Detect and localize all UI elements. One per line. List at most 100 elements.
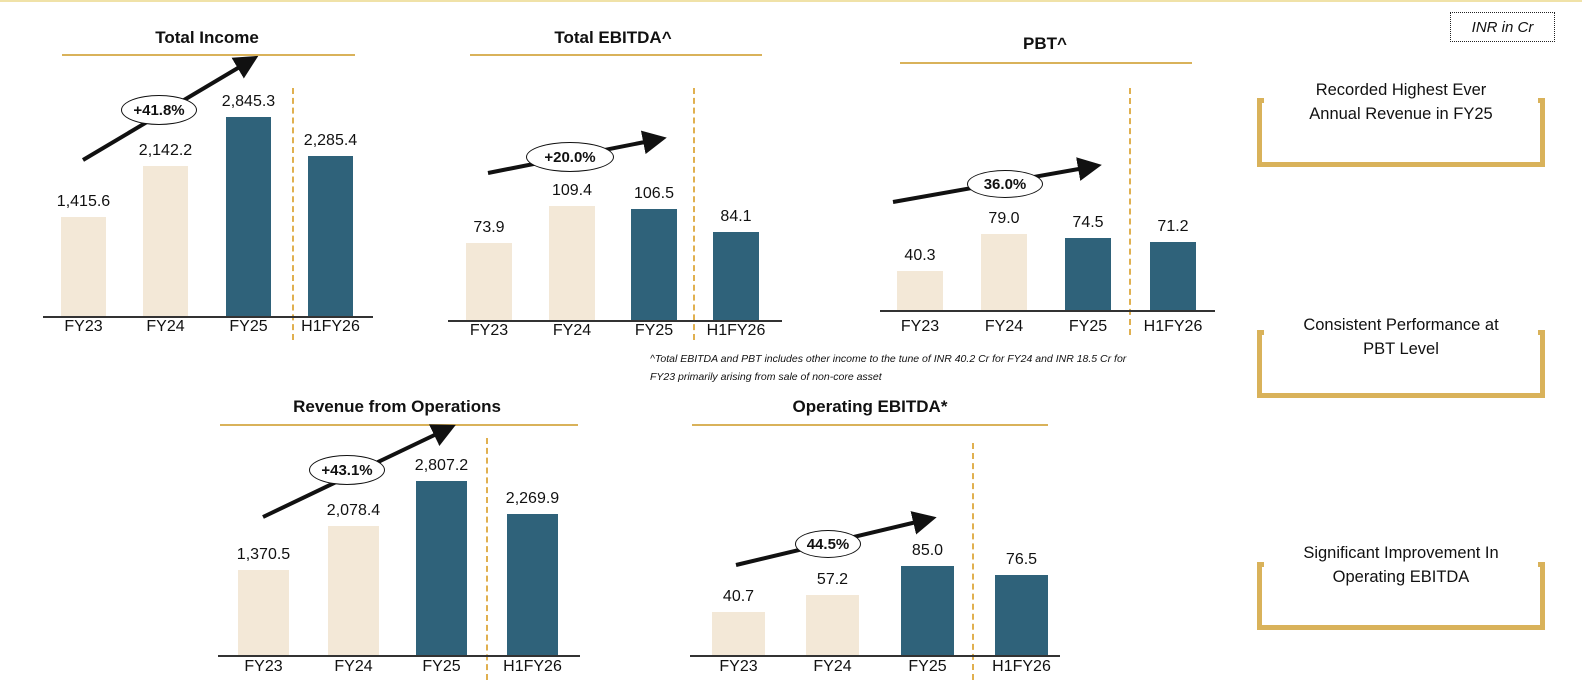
bar [995, 574, 1048, 655]
footnote: ^Total EBITDA and PBT includes other inc… [650, 350, 1230, 386]
callout-text: Annual Revenue in FY25 [1309, 105, 1493, 123]
growth-badge: 36.0% [967, 170, 1043, 198]
title-underline [62, 54, 355, 56]
category-label: FY24 [813, 658, 852, 675]
data-label: 85.0 [911, 542, 944, 559]
category-label: FY25 [422, 658, 461, 675]
bar [226, 116, 271, 316]
category-label: H1FY26 [1143, 318, 1203, 335]
category-label: FY24 [334, 658, 373, 675]
data-label: 1,415.6 [56, 192, 111, 210]
category-label: FY25 [908, 658, 947, 675]
category-label: FY24 [146, 318, 185, 335]
category-label: FY25 [634, 322, 674, 339]
bar [806, 595, 859, 655]
category-label: FY25 [229, 318, 268, 335]
x-axis [448, 320, 782, 322]
footnote-line: FY23 primarily arising from sale of non-… [650, 371, 882, 383]
data-label: 109.4 [551, 182, 593, 199]
data-label: 2,285.4 [303, 132, 358, 150]
bar [713, 232, 759, 320]
chart-title: Total Income [155, 28, 259, 47]
data-label: 2,845.3 [221, 92, 276, 110]
period-divider [1129, 88, 1131, 335]
category-label: H1FY26 [301, 318, 360, 335]
footnote-line: ^Total EBITDA and PBT includes other inc… [650, 353, 1127, 365]
title-underline [900, 62, 1192, 64]
chart-title: Total EBITDA^ [554, 28, 672, 47]
category-label: FY23 [719, 658, 758, 675]
growth-badge: +43.1% [309, 455, 385, 485]
x-axis [690, 655, 1060, 657]
bar [1150, 241, 1196, 310]
callout-text: PBT Level [1363, 340, 1439, 358]
bar [466, 242, 512, 320]
callout-text: Significant Improvement In [1303, 544, 1499, 562]
bar [416, 480, 467, 655]
callout-text: Consistent Performance at [1303, 316, 1499, 334]
bar [981, 234, 1027, 310]
bar [143, 166, 188, 316]
top-border [0, 0, 1582, 2]
unit-label: INR in Cr [1450, 12, 1555, 42]
data-label: 74.5 [1072, 214, 1104, 232]
chart-title: PBT^ [1023, 34, 1067, 53]
data-label: 40.3 [904, 247, 936, 265]
callout-text: Recorded Highest Ever [1315, 81, 1487, 99]
category-label: FY24 [552, 322, 592, 339]
x-axis [218, 655, 580, 657]
period-divider [292, 88, 294, 340]
data-label: 2,807.2 [414, 456, 469, 474]
bar [631, 209, 677, 320]
data-label: 40.7 [722, 588, 755, 606]
data-label: 76.5 [1005, 550, 1038, 568]
category-label: H1FY26 [503, 658, 562, 675]
category-label: H1FY26 [706, 322, 766, 339]
category-label: H1FY26 [992, 658, 1051, 675]
category-label: FY25 [1068, 318, 1108, 335]
category-label: FY23 [469, 322, 509, 339]
callout-bracket [1257, 562, 1545, 630]
period-divider [972, 443, 974, 680]
bar [712, 612, 765, 655]
category-label: FY23 [244, 658, 283, 675]
bar [1065, 238, 1111, 310]
category-label: FY23 [900, 318, 940, 335]
data-label: 2,269.9 [505, 490, 560, 508]
x-axis [880, 310, 1215, 312]
chart-title: Revenue from Operations [293, 397, 501, 416]
category-label: FY23 [64, 318, 103, 335]
growth-badge: +41.8% [121, 95, 197, 125]
callout-text: Operating EBITDA [1332, 568, 1470, 586]
bar [507, 514, 558, 655]
data-label: 2,078.4 [326, 502, 381, 520]
title-underline [470, 54, 762, 56]
chart-title: Operating EBITDA* [792, 397, 948, 416]
data-label: 71.2 [1157, 217, 1189, 235]
title-underline [220, 424, 578, 426]
callout-bracket [1257, 330, 1545, 398]
bar [897, 271, 943, 310]
bar [308, 156, 353, 316]
category-label: FY24 [984, 318, 1024, 335]
bar [901, 566, 954, 655]
data-label: 106.5 [633, 185, 675, 203]
growth-badge: 44.5% [795, 530, 861, 558]
title-underline [692, 424, 1048, 426]
data-label: 2,142.2 [138, 142, 193, 160]
bar [61, 216, 106, 316]
growth-badge: +20.0% [526, 142, 614, 172]
period-divider [693, 88, 695, 340]
period-divider [486, 438, 488, 680]
bar [549, 206, 595, 320]
bar [328, 526, 379, 655]
data-label: 79.0 [988, 210, 1020, 227]
x-axis [43, 316, 373, 318]
callout-bracket [1257, 98, 1545, 167]
data-label: 1,370.5 [236, 546, 291, 564]
bar [238, 570, 289, 655]
data-label: 84.1 [720, 208, 752, 226]
data-label: 57.2 [816, 571, 849, 589]
data-label: 73.9 [473, 218, 505, 236]
